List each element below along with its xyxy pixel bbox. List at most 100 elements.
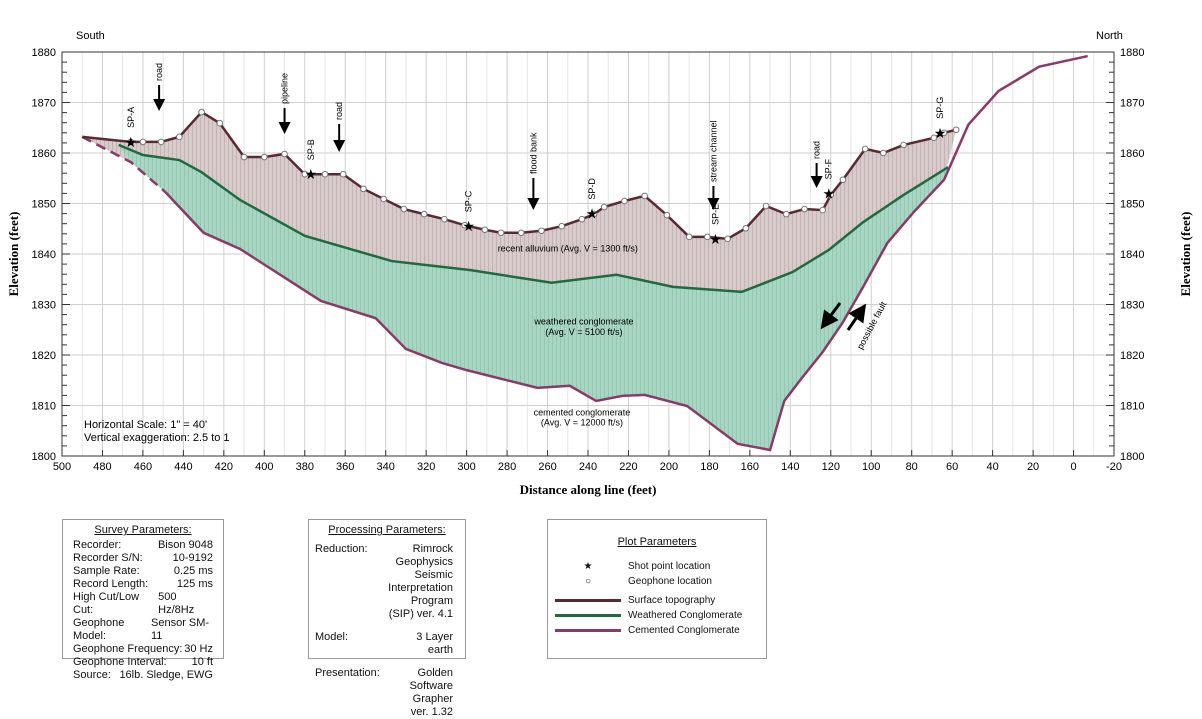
fault-arrow-up-icon — [846, 303, 867, 331]
geophone-marker — [742, 224, 750, 232]
feature-label: road — [812, 141, 822, 159]
weathered-line — [118, 143, 949, 294]
processing-value: Golden Software Grapher ver. 1.32 — [409, 667, 453, 718]
x-tick-label: 20 — [1027, 461, 1039, 473]
survey-key: Recorder S/N: — [73, 552, 143, 564]
geophone-marker — [216, 119, 224, 127]
shot-point-star-icon: ★ — [709, 231, 722, 247]
geophone-marker — [497, 229, 505, 237]
geophone-marker — [461, 221, 468, 229]
geophone-marker — [704, 233, 711, 241]
layer-label: cemented conglomerate — [534, 408, 631, 418]
fault-label: possible fault — [855, 299, 889, 351]
processing-value: Rimrock Geophysics Seismic Interpretatio… — [388, 543, 453, 620]
shot-point-label: SP-F — [824, 158, 834, 179]
y-tick-label-right: 1830 — [1120, 300, 1144, 312]
geophone-marker — [952, 126, 960, 134]
survey-value: 500 Hz/8Hz — [158, 591, 195, 616]
circle-icon: ○ — [584, 576, 592, 587]
x-tick-label: 220 — [619, 461, 637, 473]
processing-row: Model: 3 Layer earth — [309, 631, 465, 657]
survey-row: Sample Rate: 0.25 ms — [63, 565, 223, 578]
y-tick-label-left: 1800 — [32, 451, 56, 463]
y-tick-label-right: 1820 — [1120, 350, 1144, 362]
shot-point-star-icon: ★ — [462, 218, 475, 234]
geophone-marker — [538, 227, 545, 235]
legend-surface: Surface topography — [628, 595, 716, 606]
x-axis-title: Distance along line (feet) — [520, 482, 657, 497]
geophone-marker — [481, 226, 489, 234]
y-tick-label-right: 1800 — [1120, 451, 1144, 463]
processing-value: 3 Layer earth — [416, 631, 453, 656]
horizontal-scale-note: Horizontal Scale: 1" = 40' — [84, 419, 207, 431]
y-tick-label-right: 1860 — [1120, 148, 1144, 160]
x-tick-label: 380 — [296, 461, 314, 473]
survey-row: Geophone Interval: 10 ft — [63, 656, 223, 669]
geophone-marker — [157, 138, 165, 146]
x-tick-label: 260 — [538, 461, 556, 473]
survey-key: Geophone Frequency: — [73, 643, 183, 655]
geophone-marker — [281, 150, 288, 158]
x-tick-label: 420 — [215, 461, 233, 473]
y-tick-label-left: 1830 — [32, 300, 56, 312]
legend-geophone: Geophone location — [628, 576, 712, 587]
layer-label: recent alluvium (Avg. V = 1300 ft/s) — [498, 243, 638, 253]
cemented-line — [164, 54, 1088, 452]
geophone-marker — [782, 210, 790, 218]
feature-label: road — [334, 102, 344, 120]
geophone-marker — [900, 141, 907, 149]
y-axis-title-right: Elevation (feet) — [1178, 212, 1193, 297]
geophone-marker — [839, 176, 847, 184]
legend-shot: Shot point location — [628, 561, 711, 572]
shot-point-label: SP-C — [464, 190, 474, 212]
geophone-marker — [558, 222, 566, 230]
geophone-marker — [590, 210, 598, 218]
x-tick-label: 340 — [377, 461, 395, 473]
surface-line-swatch — [555, 599, 621, 602]
cemented-line-swatch — [555, 629, 621, 632]
survey-row: Record Length: 125 ms — [63, 578, 223, 591]
cross-section-plot: 500 480 460 440 420 400 380 360 340 320 300 280 260 2… — [6, 30, 1193, 497]
geophone-marker — [930, 134, 938, 142]
x-tick-label: 80 — [906, 461, 918, 473]
shot-point-star-icon: ★ — [934, 125, 947, 141]
geophone-marker — [641, 192, 648, 200]
processing-parameters-box: Processing Parameters: Reduction: Rimrock… — [308, 519, 466, 718]
y-tick-label-left: 1880 — [32, 47, 56, 59]
fault-arrow-down-icon — [820, 302, 842, 330]
layer-label: weathered conglomerate — [533, 317, 633, 327]
survey-value: 125 ms — [176, 578, 213, 590]
geophone-marker — [940, 129, 948, 137]
survey-key: Source: — [73, 669, 111, 681]
geophone-marker — [517, 229, 525, 237]
shot-point-star-icon: ★ — [586, 206, 599, 222]
shot-point-label: SP-G — [935, 97, 945, 119]
survey-row: Recorder: Bison 9048 — [63, 539, 223, 552]
survey-value: 10-9192 — [172, 552, 213, 564]
geophone-marker — [420, 210, 428, 218]
x-tick-label: 480 — [93, 461, 111, 473]
geophone-marker — [819, 206, 826, 214]
x-tick-label: 100 — [862, 461, 880, 473]
weathered-fill — [118, 144, 949, 450]
geophone-marker — [880, 149, 887, 157]
shot-point-star-icon: ★ — [125, 134, 138, 150]
geophone-marker — [360, 185, 367, 193]
geophone-marker — [339, 170, 347, 178]
geophone-marker — [198, 108, 205, 116]
shot-point-label: SP-A — [126, 107, 136, 128]
geophone-marker — [400, 205, 408, 213]
geophone-marker — [139, 138, 147, 146]
x-tick-label: 120 — [822, 461, 840, 473]
survey-row: Recorder S/N: 10-9192 — [63, 552, 223, 565]
y-tick-label-left: 1820 — [32, 350, 56, 362]
feature-label: road — [154, 63, 164, 81]
survey-key: Recorder: — [73, 539, 122, 551]
y-axis-title-left: Elevation (feet) — [6, 212, 21, 297]
geophone-marker — [724, 235, 731, 243]
y-tick-label-right: 1810 — [1120, 401, 1144, 413]
x-tick-label: 200 — [660, 461, 678, 473]
survey-parameters-box: Survey Parameters: Recorder: Bison 9048 Re… — [62, 519, 224, 681]
shot-point-label: SP-D — [587, 178, 597, 200]
survey-value: 30 Hz — [184, 643, 213, 655]
